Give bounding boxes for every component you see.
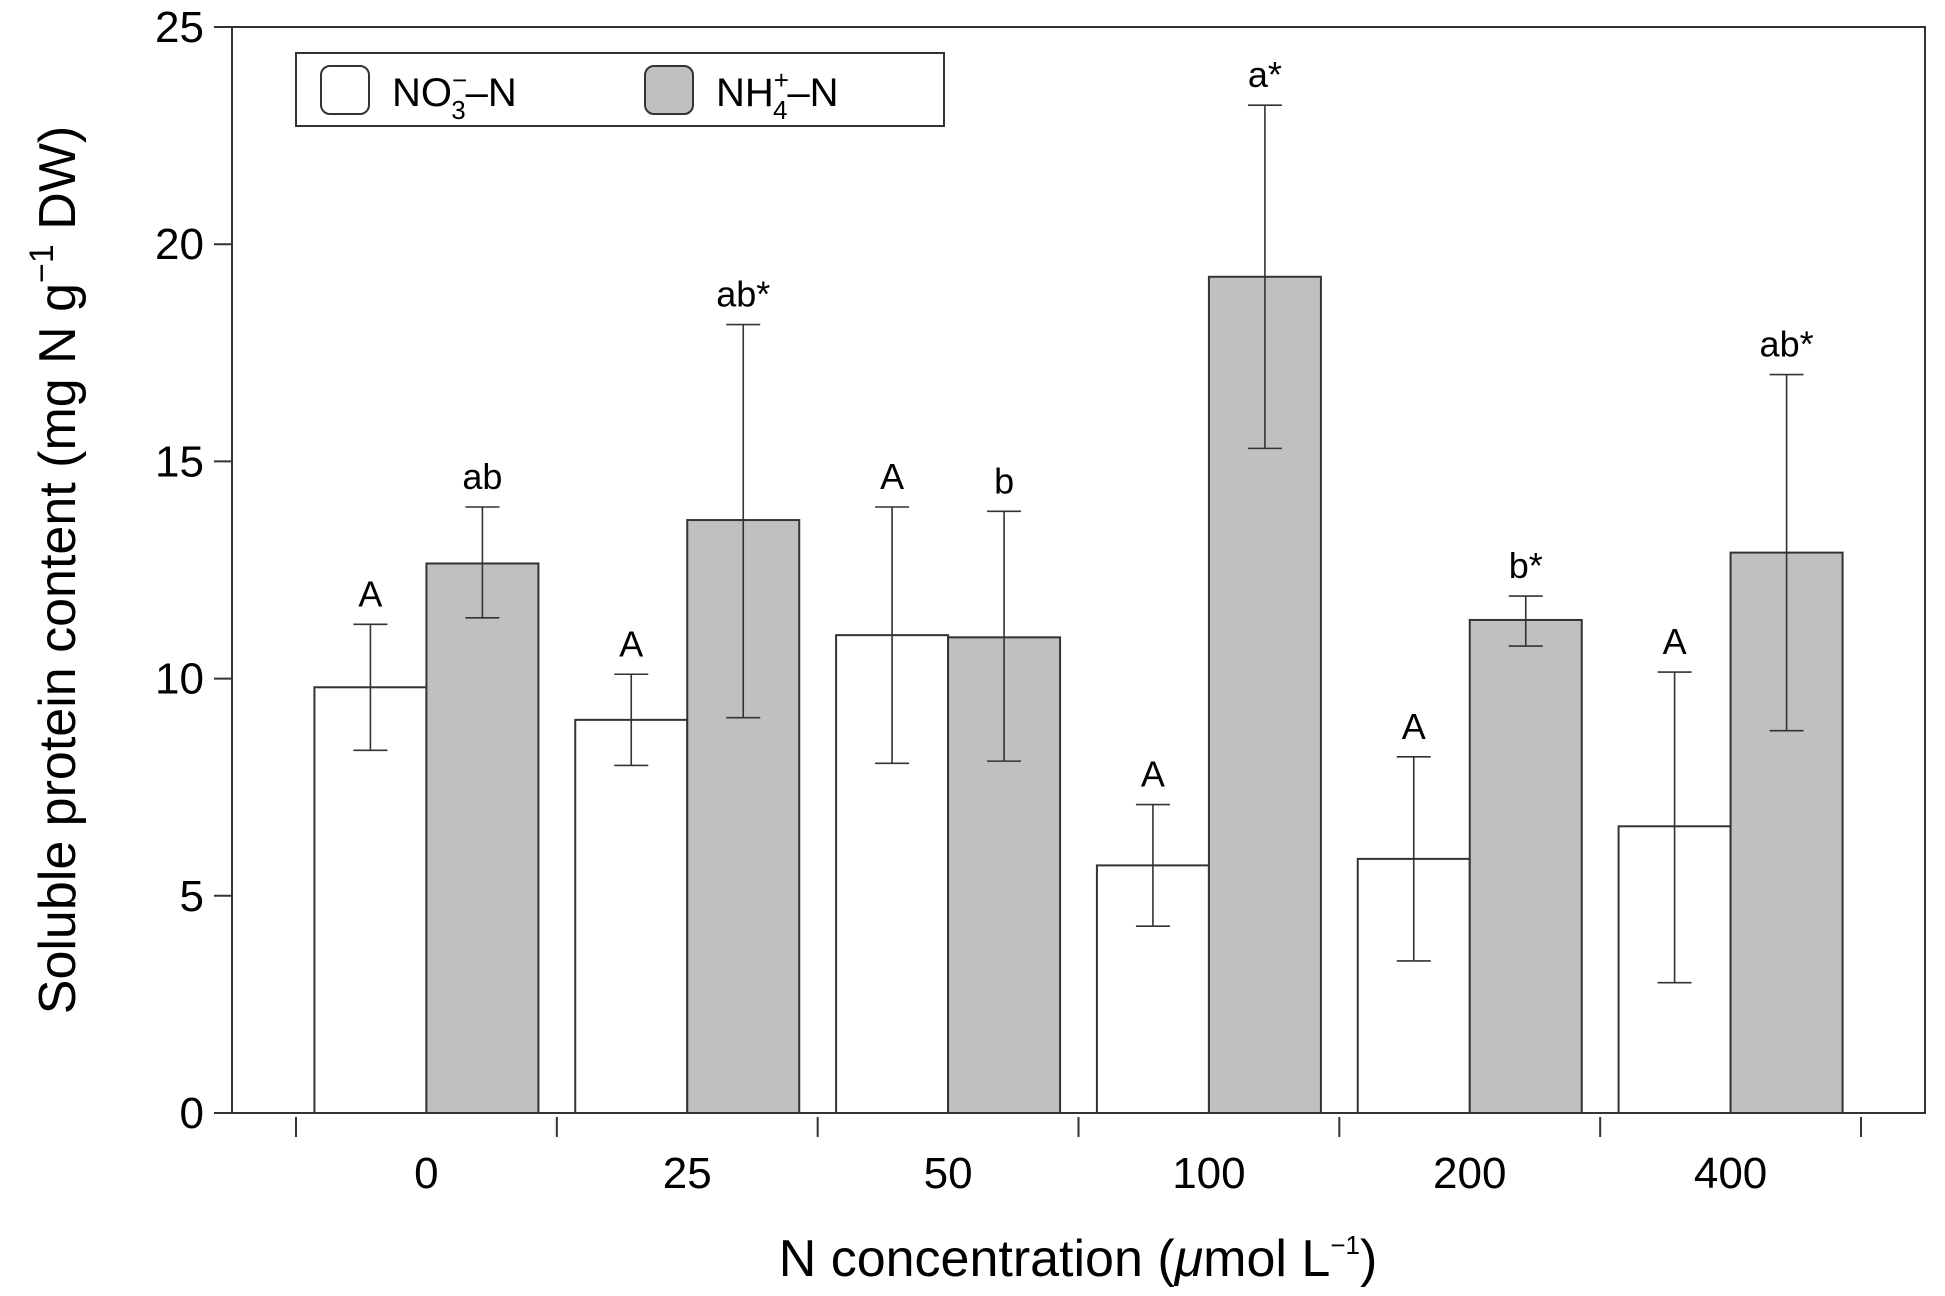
x-axis: 0 25 50 100 200 400: [295, 1117, 1862, 1198]
y-axis: 0 5 10 15 20 25: [155, 3, 233, 1138]
legend-box: [295, 52, 945, 127]
bar: [425, 562, 540, 1114]
y-tick-label: 20: [155, 220, 204, 269]
y-axis-title: Soluble protein content (mg N g−1 DW): [23, 126, 87, 1014]
legend-swatch-ammonium: [644, 65, 694, 115]
error-bars-layer: [353, 104, 1804, 984]
bar: [574, 718, 689, 1114]
significance-label: ab*: [1760, 324, 1814, 365]
significance-labels-layer: A A A A A Aab ab* b a* b* ab*: [358, 54, 1813, 794]
y-tick-label: 0: [180, 1089, 204, 1138]
y-tick-label: 25: [155, 3, 204, 52]
significance-label: b*: [1509, 545, 1543, 586]
x-tick-label: 25: [663, 1149, 712, 1198]
y-tick-label: 5: [180, 872, 204, 921]
x-tick-label: 200: [1433, 1149, 1506, 1198]
significance-label: A: [358, 573, 382, 614]
significance-label: b: [994, 460, 1014, 501]
significance-label: ab: [462, 456, 502, 497]
significance-label: A: [1663, 621, 1687, 662]
bars-layer: [313, 275, 1844, 1115]
significance-label: a*: [1248, 54, 1282, 95]
significance-label: A: [1402, 706, 1426, 747]
legend-label-ammonium: NH+ 4–N: [716, 65, 839, 125]
significance-label: A: [619, 623, 643, 664]
legend-label-nitrate: NO− 3–N: [392, 65, 517, 125]
legend-swatch-nitrate: [320, 65, 370, 115]
x-tick-label: 400: [1694, 1149, 1767, 1198]
x-tick-label: 100: [1172, 1149, 1245, 1198]
y-tick-label: 10: [155, 655, 204, 704]
significance-label: A: [1141, 754, 1165, 795]
x-tick-label: 50: [924, 1149, 973, 1198]
x-tick-label: 0: [414, 1149, 438, 1198]
y-tick-label: 15: [155, 437, 204, 486]
significance-label: A: [880, 456, 904, 497]
bar: [313, 686, 428, 1115]
legend: NO− 3–N NH+ 4–N: [295, 52, 945, 127]
significance-label: ab*: [716, 274, 770, 315]
bar: [1468, 618, 1583, 1114]
x-axis-title: N concentration (μmol L−1): [779, 1230, 1378, 1288]
